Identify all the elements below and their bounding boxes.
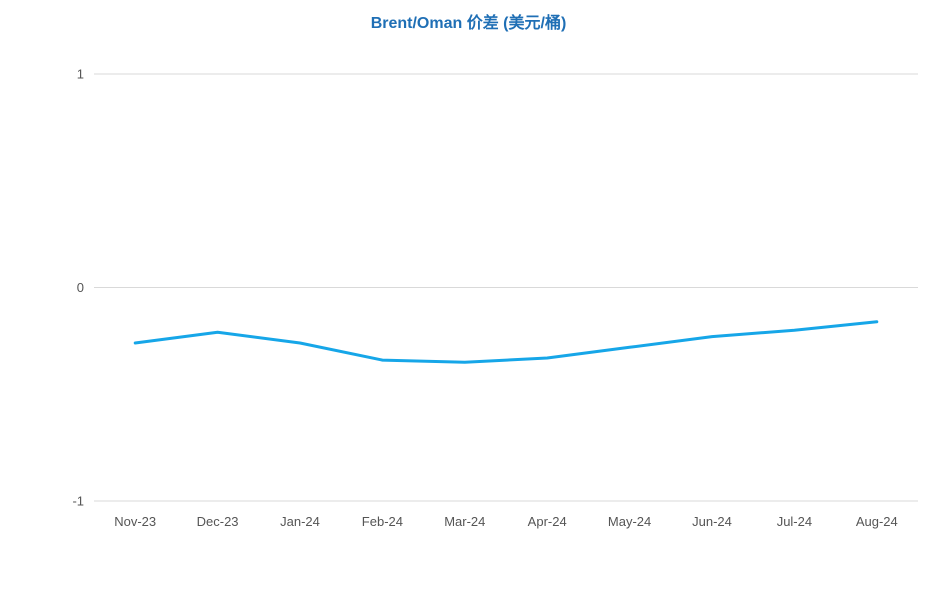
x-tick-label: Nov-23 bbox=[114, 514, 156, 529]
x-tick-label: Mar-24 bbox=[444, 514, 485, 529]
x-axis: Nov-23 Dec-23 Jan-24 Feb-24 Mar-24 Apr-24 May-… bbox=[114, 514, 898, 529]
x-tick-label: Jan-24 bbox=[280, 514, 320, 529]
x-tick-label: Dec-23 bbox=[197, 514, 239, 529]
y-axis: 1 0 -1 bbox=[72, 67, 84, 509]
x-tick-label: Feb-24 bbox=[362, 514, 403, 529]
x-tick-label: Apr-24 bbox=[528, 514, 567, 529]
y-tick-label: 1 bbox=[77, 67, 84, 82]
x-tick-label: Jul-24 bbox=[777, 514, 812, 529]
x-tick-label: May-24 bbox=[608, 514, 651, 529]
x-tick-label: Aug-24 bbox=[856, 514, 898, 529]
gridlines bbox=[94, 73, 918, 502]
x-tick-label: Jun-24 bbox=[692, 514, 732, 529]
y-tick-label: -1 bbox=[72, 494, 84, 509]
y-tick-label: 0 bbox=[77, 280, 84, 295]
series-line bbox=[133, 320, 879, 364]
series-group bbox=[133, 320, 879, 364]
chart-title: Brent/Oman 价差 (美元/桶) bbox=[370, 15, 567, 32]
